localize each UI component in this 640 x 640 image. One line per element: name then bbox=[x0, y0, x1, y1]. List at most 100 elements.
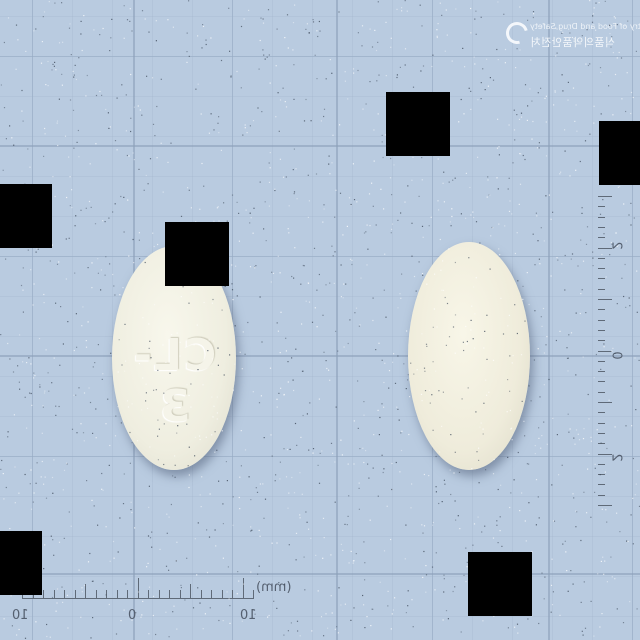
grain-dot bbox=[81, 325, 83, 327]
grain-dot bbox=[40, 476, 42, 478]
grain-dot bbox=[11, 625, 13, 627]
ruler-tick bbox=[598, 484, 605, 486]
ruler-tick bbox=[598, 494, 605, 496]
grain-dot bbox=[338, 11, 340, 13]
grain-dot bbox=[63, 537, 65, 539]
grain-dot bbox=[24, 396, 26, 398]
grain-dot bbox=[371, 182, 373, 184]
grain-dot bbox=[353, 607, 355, 609]
grain-dot bbox=[603, 233, 605, 235]
ruler-tick bbox=[211, 590, 212, 598]
grain-dot bbox=[14, 502, 16, 504]
grain-dot bbox=[617, 186, 619, 188]
grain-dot bbox=[528, 502, 530, 504]
grain-dot bbox=[87, 561, 90, 563]
grain-dot bbox=[536, 147, 539, 149]
grain-dot bbox=[236, 201, 238, 203]
grain-dot bbox=[518, 203, 520, 205]
grain-dot bbox=[590, 440, 592, 442]
grain-dot bbox=[130, 130, 132, 133]
grain-dot bbox=[45, 349, 47, 351]
grain-dot bbox=[109, 263, 111, 265]
grain-dot bbox=[331, 612, 333, 614]
grain-dot bbox=[42, 405, 44, 407]
grain-dot bbox=[261, 111, 263, 113]
grain-dot bbox=[401, 7, 403, 9]
grain-dot bbox=[301, 370, 304, 372]
grain-dot bbox=[305, 98, 307, 101]
grain-dot bbox=[369, 81, 371, 83]
grain-dot bbox=[13, 414, 15, 416]
ruler-tick bbox=[598, 319, 605, 321]
grain-dot bbox=[535, 524, 537, 526]
grain-dot bbox=[43, 483, 45, 485]
grain-dot bbox=[308, 200, 310, 202]
grain-dot bbox=[390, 628, 392, 630]
grain-dot bbox=[619, 531, 621, 533]
grain-dot bbox=[172, 26, 174, 28]
grain-dot bbox=[406, 10, 408, 12]
grain-dot bbox=[593, 635, 595, 637]
grain-dot bbox=[532, 120, 534, 123]
grain-dot bbox=[176, 541, 178, 543]
grain-dot bbox=[540, 87, 542, 89]
grain-dot bbox=[0, 468, 2, 470]
grain-dot bbox=[411, 599, 413, 601]
grain-dot bbox=[259, 535, 261, 537]
grain-dot bbox=[95, 408, 97, 410]
grain-dot bbox=[54, 2, 56, 4]
grain-dot bbox=[259, 39, 261, 42]
grain-dot bbox=[589, 63, 591, 65]
grain-dot bbox=[317, 35, 319, 38]
grain-dot bbox=[377, 41, 379, 43]
grain-dot bbox=[430, 216, 432, 218]
grain-dot bbox=[369, 225, 371, 227]
grain-dot bbox=[323, 537, 325, 539]
grain-dot bbox=[351, 259, 353, 261]
grain-dot bbox=[578, 439, 581, 441]
grain-dot bbox=[226, 591, 228, 593]
grain-dot bbox=[44, 544, 46, 546]
grain-dot bbox=[259, 296, 261, 298]
grain-dot bbox=[477, 516, 479, 518]
grain-dot bbox=[368, 193, 371, 195]
grain-dot bbox=[492, 227, 494, 229]
grain-dot bbox=[239, 351, 241, 353]
grain-dot bbox=[523, 420, 525, 422]
grain-dot bbox=[123, 473, 125, 475]
grain-dot bbox=[535, 479, 538, 481]
grain-dot bbox=[504, 225, 506, 227]
grain-dot bbox=[556, 434, 558, 436]
grain-dot bbox=[271, 271, 273, 273]
grain-dot bbox=[254, 266, 256, 268]
grain-dot bbox=[622, 622, 625, 624]
grain-dot bbox=[255, 265, 257, 267]
grain-dot bbox=[473, 216, 475, 219]
grain-dot bbox=[277, 330, 279, 332]
grain-dot bbox=[53, 459, 55, 461]
grain-dot bbox=[627, 540, 629, 543]
grain-dot bbox=[513, 129, 516, 131]
grain-dot bbox=[323, 635, 325, 637]
grain-dot bbox=[527, 105, 529, 107]
grain-dot bbox=[496, 147, 499, 149]
grain-dot bbox=[608, 399, 610, 401]
grain-dot bbox=[3, 107, 6, 109]
grain-dot bbox=[614, 426, 616, 428]
grain-dot bbox=[532, 16, 534, 19]
grain-dot bbox=[148, 633, 150, 635]
grain-dot bbox=[249, 222, 251, 224]
grain-dot bbox=[636, 270, 638, 272]
grain-dot bbox=[16, 634, 18, 636]
grain-dot bbox=[396, 74, 398, 76]
grain-dot bbox=[18, 492, 20, 494]
grain-dot bbox=[214, 451, 216, 453]
grain-dot bbox=[421, 25, 423, 27]
grain-dot bbox=[496, 520, 498, 522]
grain-dot bbox=[465, 547, 467, 549]
grain-dot bbox=[614, 73, 617, 76]
grain-dot bbox=[602, 556, 604, 558]
ruler-tick bbox=[598, 371, 605, 373]
grain-dot bbox=[348, 197, 351, 199]
grain-dot bbox=[340, 543, 342, 545]
